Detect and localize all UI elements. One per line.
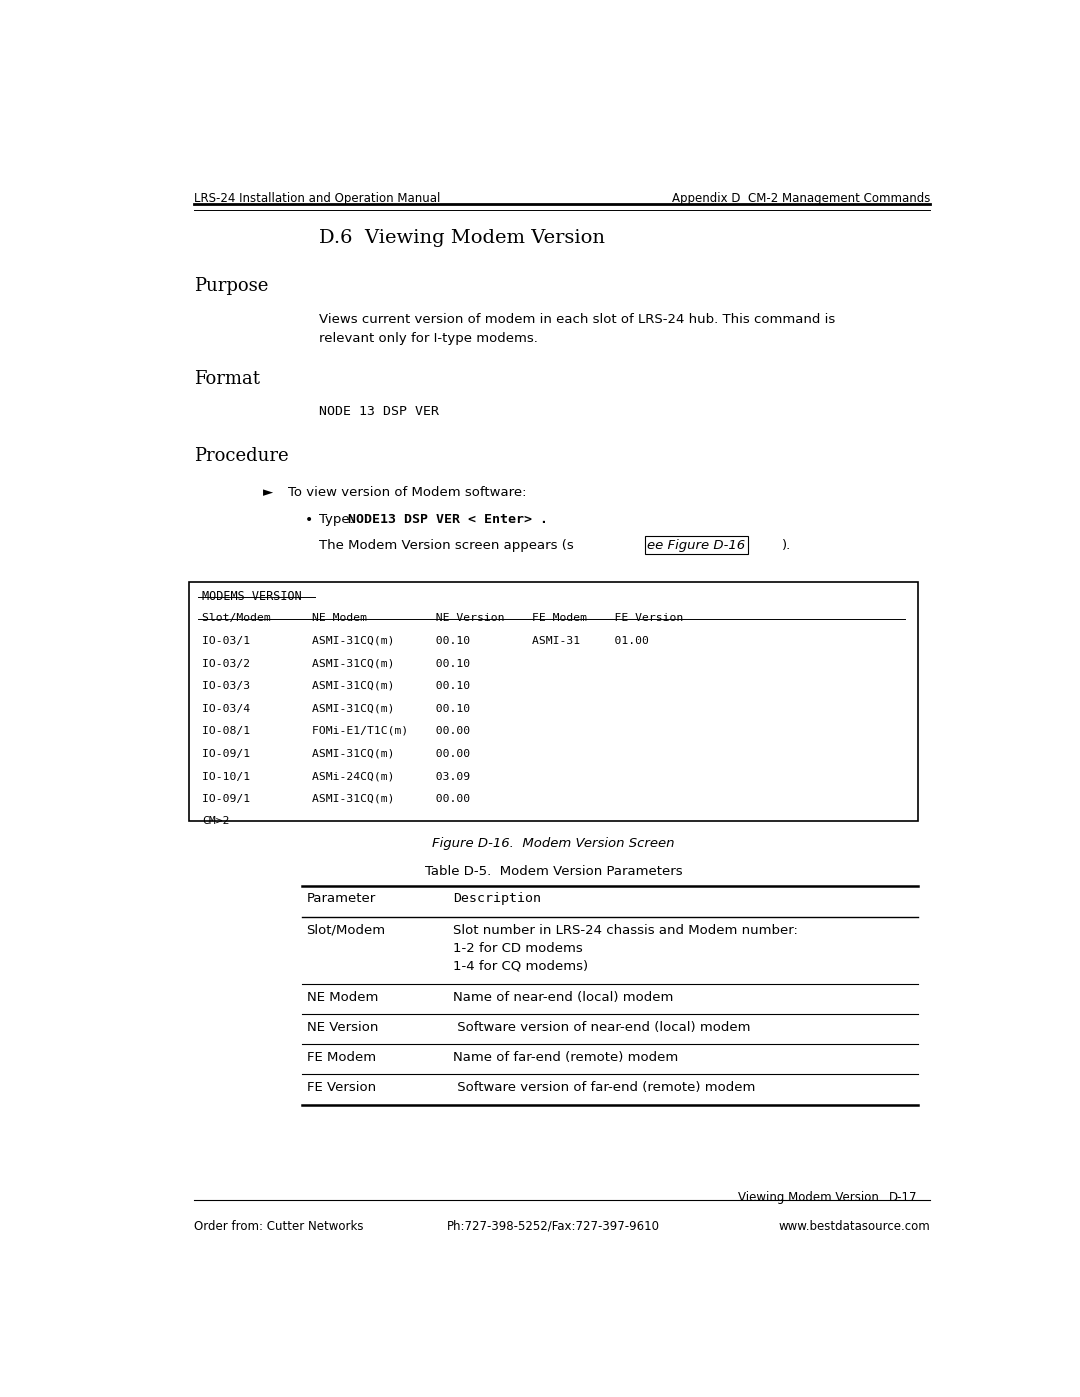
Text: Views current version of modem in each slot of LRS-24 hub. This command is
relev: Views current version of modem in each s… — [320, 313, 836, 345]
Text: The Modem Version screen appears (s: The Modem Version screen appears (s — [320, 539, 573, 552]
Text: NE Version: NE Version — [307, 1021, 378, 1034]
Text: Description: Description — [454, 891, 541, 905]
Text: NE Modem: NE Modem — [307, 990, 378, 1003]
Text: Parameter: Parameter — [307, 891, 376, 905]
Text: www.bestdatasource.com: www.bestdatasource.com — [779, 1220, 930, 1232]
Text: IO-03/2         ASMI-31CQ(m)      00.10: IO-03/2 ASMI-31CQ(m) 00.10 — [202, 658, 470, 668]
Text: FE Modem: FE Modem — [307, 1051, 376, 1063]
Text: Appendix D  CM-2 Management Commands: Appendix D CM-2 Management Commands — [672, 193, 930, 205]
Text: Name of near-end (local) modem: Name of near-end (local) modem — [454, 990, 674, 1003]
Text: D-17: D-17 — [889, 1190, 918, 1204]
Text: Software version of far-end (remote) modem: Software version of far-end (remote) mod… — [454, 1081, 755, 1094]
Text: Software version of near-end (local) modem: Software version of near-end (local) mod… — [454, 1021, 751, 1034]
Text: FE Version: FE Version — [307, 1081, 376, 1094]
Text: ee Figure D-16: ee Figure D-16 — [647, 539, 745, 552]
Text: Slot/Modem: Slot/Modem — [307, 923, 386, 937]
Text: IO-09/1         ASMI-31CQ(m)      00.00: IO-09/1 ASMI-31CQ(m) 00.00 — [202, 749, 470, 759]
Text: IO-10/1         ASMi-24CQ(m)      03.09: IO-10/1 ASMi-24CQ(m) 03.09 — [202, 771, 470, 781]
Text: LRS-24 Installation and Operation Manual: LRS-24 Installation and Operation Manual — [193, 193, 440, 205]
Text: NODE13 DSP VER < Enter> .: NODE13 DSP VER < Enter> . — [349, 513, 549, 525]
Text: ).: ). — [782, 539, 792, 552]
Text: Viewing Modem Version: Viewing Modem Version — [738, 1190, 878, 1204]
Text: IO-03/1         ASMI-31CQ(m)      00.10         ASMI-31     01.00: IO-03/1 ASMI-31CQ(m) 00.10 ASMI-31 01.00 — [202, 636, 649, 645]
Text: Slot/Modem      NE Modem          NE Version    FE Modem    FE Version: Slot/Modem NE Modem NE Version FE Modem … — [202, 613, 684, 623]
Text: D.6  Viewing Modem Version: D.6 Viewing Modem Version — [320, 229, 605, 247]
Text: Table D-5.  Modem Version Parameters: Table D-5. Modem Version Parameters — [424, 865, 683, 877]
Text: IO-03/3         ASMI-31CQ(m)      00.10: IO-03/3 ASMI-31CQ(m) 00.10 — [202, 680, 470, 690]
Text: •: • — [305, 513, 313, 527]
Text: NODE 13 DSP VER: NODE 13 DSP VER — [320, 405, 440, 418]
Text: MODEMS VERSION: MODEMS VERSION — [202, 591, 301, 604]
Text: ►: ► — [264, 486, 273, 499]
Text: Slot number in LRS-24 chassis and Modem number:
1-2 for CD modems
1-4 for CQ mod: Slot number in LRS-24 chassis and Modem … — [454, 923, 798, 972]
Text: Figure D-16.  Modem Version Screen: Figure D-16. Modem Version Screen — [432, 837, 675, 849]
Text: IO-09/1         ASMI-31CQ(m)      00.00: IO-09/1 ASMI-31CQ(m) 00.00 — [202, 793, 470, 803]
Text: Purpose: Purpose — [193, 278, 268, 295]
Text: Type:: Type: — [320, 513, 359, 525]
Text: Ph:727-398-5252/Fax:727-397-9610: Ph:727-398-5252/Fax:727-397-9610 — [447, 1220, 660, 1232]
Text: CM>2: CM>2 — [202, 816, 229, 826]
Text: Format: Format — [193, 370, 259, 388]
FancyBboxPatch shape — [189, 581, 918, 820]
Text: IO-03/4         ASMI-31CQ(m)      00.10: IO-03/4 ASMI-31CQ(m) 00.10 — [202, 703, 470, 714]
Text: Name of far-end (remote) modem: Name of far-end (remote) modem — [454, 1051, 678, 1063]
Text: IO-08/1         FOMi-E1/T1C(m)    00.00: IO-08/1 FOMi-E1/T1C(m) 00.00 — [202, 726, 470, 736]
Text: Order from: Cutter Networks: Order from: Cutter Networks — [193, 1220, 363, 1232]
Text: To view version of Modem software:: To view version of Modem software: — [288, 486, 527, 499]
Text: Procedure: Procedure — [193, 447, 288, 465]
